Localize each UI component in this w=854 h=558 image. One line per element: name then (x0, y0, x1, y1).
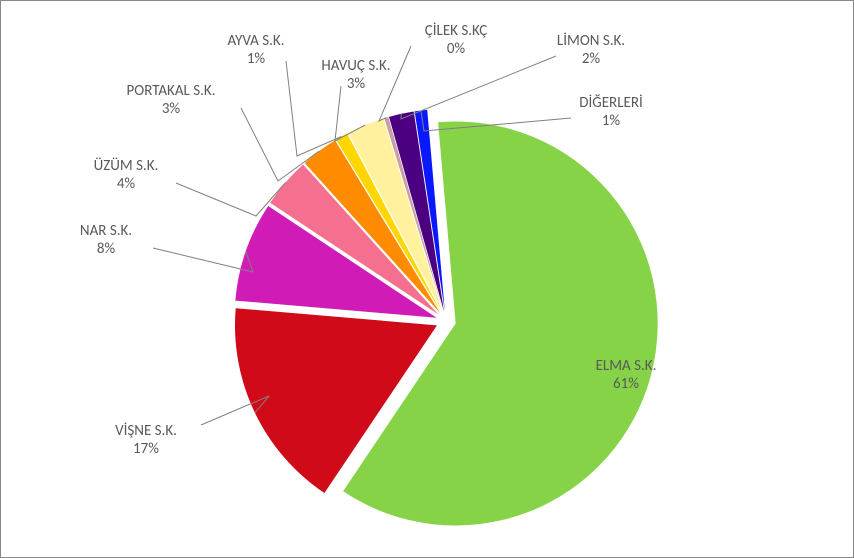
slice-label: ÇİLEK S.KÇ0% (425, 22, 488, 58)
slice-label: PORTAKAL S.K.3% (127, 82, 216, 118)
slice-label-name: DİĞERLERİ (579, 94, 643, 112)
slice-label-pct: 3% (162, 100, 181, 118)
slice-label-pct: 0% (447, 40, 466, 58)
pie-chart: ELMA S.K.61% VİŞNE S.K.17% NAR S.K.8% ÜZÜM … (1, 1, 853, 557)
slice-label-pct: 61% (613, 375, 639, 393)
slice-label-name: AYVA S.K. (227, 32, 284, 50)
slice-label-pct: 8% (97, 240, 116, 258)
slice-label-pct: 17% (133, 440, 159, 458)
slice-label-name: ELMA S.K. (596, 357, 657, 375)
chart-container: ELMA S.K.61% VİŞNE S.K.17% NAR S.K.8% ÜZÜM … (0, 0, 854, 558)
leader-line (153, 248, 253, 272)
slice-label: AYVA S.K.1% (227, 32, 284, 68)
slice-label-name: LİMON S.K. (557, 32, 625, 50)
leader-line (401, 56, 556, 119)
slice-label: DİĞERLERİ1% (579, 94, 643, 130)
slice-label-name: PORTAKAL S.K. (127, 82, 216, 100)
slice-label: ÜZÜM S.K.4% (94, 157, 159, 193)
slice-label-name: VİŞNE S.K. (115, 422, 177, 440)
slice-label-name: ÜZÜM S.K. (94, 157, 159, 175)
slice-label-pct: 1% (602, 112, 621, 130)
slice-label: NAR S.K.8% (80, 222, 132, 258)
slice-label-name: ÇİLEK S.KÇ (425, 22, 488, 40)
slice-label-name: NAR S.K. (80, 222, 132, 240)
slice-label: VİŞNE S.K.17% (115, 422, 177, 458)
slice-label-pct: 3% (347, 75, 366, 93)
slice-label-name: HAVUÇ S.K. (321, 57, 390, 75)
slice-label: HAVUÇ S.K.3% (321, 57, 390, 93)
slice-label-pct: 2% (582, 50, 601, 68)
slice-label-pct: 4% (117, 175, 136, 193)
slice-label: LİMON S.K.2% (557, 32, 625, 68)
slice-label-pct: 1% (247, 50, 266, 68)
